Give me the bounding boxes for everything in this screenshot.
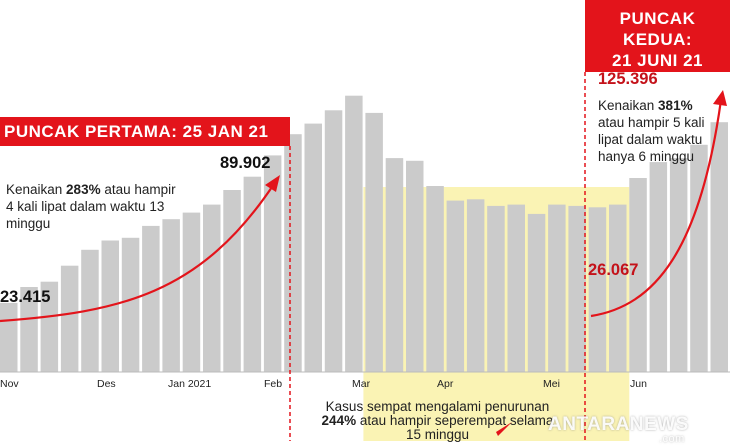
second-peak-banner-line: PUNCAK xyxy=(619,9,696,28)
bar xyxy=(142,225,160,372)
first-increase-note: Kenaikan 283% atau hampir 4 kali lipat d… xyxy=(6,181,186,232)
bar xyxy=(487,205,505,372)
note-percent: 283% xyxy=(66,182,101,197)
bar xyxy=(507,204,525,372)
note-text: atau hampir 5 kali lipat dalam waktu han… xyxy=(598,115,705,164)
bar xyxy=(345,95,363,372)
second-peak-banner-line: 21 JUNI 21 xyxy=(612,51,703,70)
x-tick-label: Mar xyxy=(352,378,371,390)
x-tick-label: Apr xyxy=(437,378,454,390)
trend-arrow-first xyxy=(0,183,275,323)
bar xyxy=(0,302,18,372)
note-percent: 244% xyxy=(321,413,357,428)
trend-arrow-first-head xyxy=(265,175,280,192)
trend-arrow-second xyxy=(590,99,723,318)
bar xyxy=(203,204,221,372)
second-peak-banner: PUNCAK KEDUA: 21 JUNI 21 xyxy=(585,0,730,72)
bar xyxy=(446,200,465,372)
bar xyxy=(243,176,262,372)
down-arrow-decoration xyxy=(496,422,512,436)
bar xyxy=(182,212,201,372)
bar xyxy=(588,207,607,372)
x-tick-label: Jan 2021 xyxy=(168,378,212,390)
x-tick-label: Mei xyxy=(543,378,560,390)
bar xyxy=(690,144,708,372)
decline-note-line: Kasus sempat mengalami penurunan xyxy=(325,399,550,414)
bar xyxy=(710,122,728,372)
note-text: Kenaikan xyxy=(598,98,659,113)
bar xyxy=(406,160,424,372)
bar xyxy=(609,204,627,372)
bar xyxy=(669,158,688,372)
trend-arrow-second-head xyxy=(713,90,727,106)
note-text: Kenaikan xyxy=(6,182,67,197)
bar xyxy=(223,190,241,372)
second-start-value: 26.067 xyxy=(588,261,639,279)
bar xyxy=(466,199,485,372)
bar xyxy=(568,205,586,372)
x-tick-label: Feb xyxy=(264,378,283,390)
bar xyxy=(284,134,302,372)
bar xyxy=(527,213,546,372)
bar xyxy=(365,112,383,373)
bar xyxy=(629,178,647,372)
decline-note-line: 15 minggu xyxy=(405,427,470,442)
decline-note-line: 244% atau hampir seperempat selama xyxy=(290,414,585,428)
first-start-value: 23.415 xyxy=(0,288,51,306)
x-tick-label: Nov xyxy=(0,378,19,390)
x-tick-label: Jun xyxy=(630,378,647,390)
note-percent: 381% xyxy=(658,98,693,113)
second-peak-banner-line: KEDUA: xyxy=(622,30,693,49)
first-peak-value: 89.902 xyxy=(220,154,271,172)
first-peak-banner: PUNCAK PERTAMA: 25 JAN 21 xyxy=(0,117,290,146)
second-peak-value: 125.396 xyxy=(598,70,658,88)
note-text: atau hampir seperempat selama xyxy=(356,413,554,428)
antaranews-watermark: ANTARANEWS .com xyxy=(548,414,689,445)
bar xyxy=(121,237,140,372)
decline-note: Kasus sempat mengalami penurunan 244% at… xyxy=(290,400,585,442)
bar xyxy=(548,204,566,372)
bar xyxy=(263,155,282,372)
bar xyxy=(162,219,180,372)
x-tick-label: Des xyxy=(97,378,116,390)
watermark-text: ANTARANEWS xyxy=(548,414,689,435)
watermark-domain: .com xyxy=(658,433,685,445)
bar xyxy=(324,110,343,373)
bar xyxy=(385,158,404,372)
bar xyxy=(649,162,668,372)
second-increase-note: Kenaikan 381% atau hampir 5 kali lipat d… xyxy=(598,97,718,165)
bar xyxy=(40,281,59,372)
note-text: atau hampir 4 kali lipat dalam waktu 13 … xyxy=(6,182,176,231)
bar xyxy=(304,123,322,372)
bar xyxy=(426,186,444,372)
bar xyxy=(60,265,79,372)
bar xyxy=(20,287,38,372)
